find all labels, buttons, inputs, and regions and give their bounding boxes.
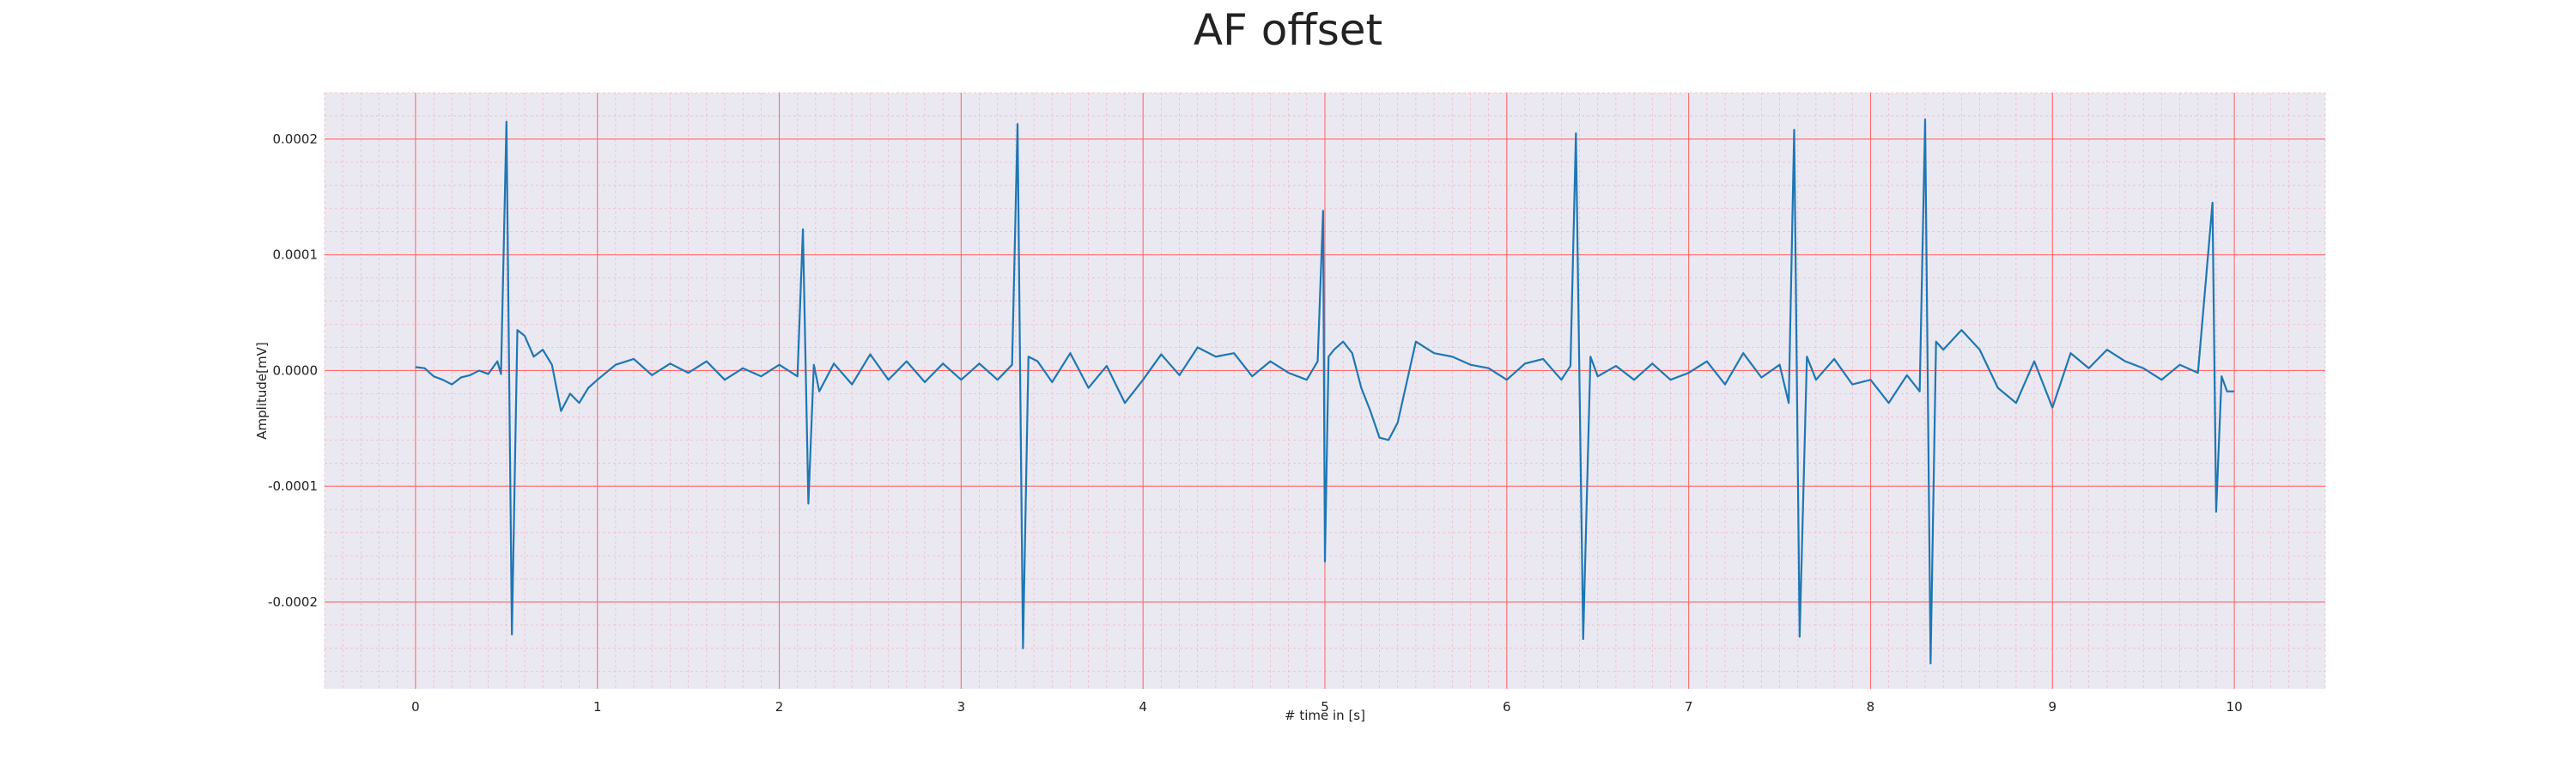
series-line [415, 118, 2235, 665]
y-tick-label: 0.0000 [273, 362, 319, 378]
x-tick-label: 9 [2048, 699, 2057, 715]
y-tick-label: -0.0001 [268, 478, 318, 494]
y-tick-label: 0.0001 [273, 247, 319, 263]
x-tick-label: 8 [1867, 699, 1875, 715]
x-tick-label: 5 [1321, 699, 1329, 715]
y-tick-label: -0.0002 [268, 594, 318, 610]
x-tick-label: 0 [411, 699, 420, 715]
x-tick-label: 4 [1139, 699, 1147, 715]
y-axis-label: Amplitude[mV] [254, 342, 270, 439]
y-axis-ticks: 0.0002 0.0001 0.0000 -0.0001 -0.0002 [268, 131, 318, 610]
x-axis-ticks: 0 1 2 3 4 5 6 7 8 9 10 [411, 699, 2243, 715]
x-axis-label: # time in [s] [1285, 708, 1365, 723]
x-tick-label: 10 [2227, 699, 2243, 715]
chart-title: AF offset [1194, 5, 1382, 55]
x-tick-label: 1 [593, 699, 602, 715]
x-tick-label: 2 [775, 699, 784, 715]
x-tick-label: 6 [1503, 699, 1511, 715]
x-tick-label: 7 [1685, 699, 1693, 715]
x-tick-label: 3 [957, 699, 966, 715]
y-tick-label: 0.0002 [273, 131, 319, 147]
